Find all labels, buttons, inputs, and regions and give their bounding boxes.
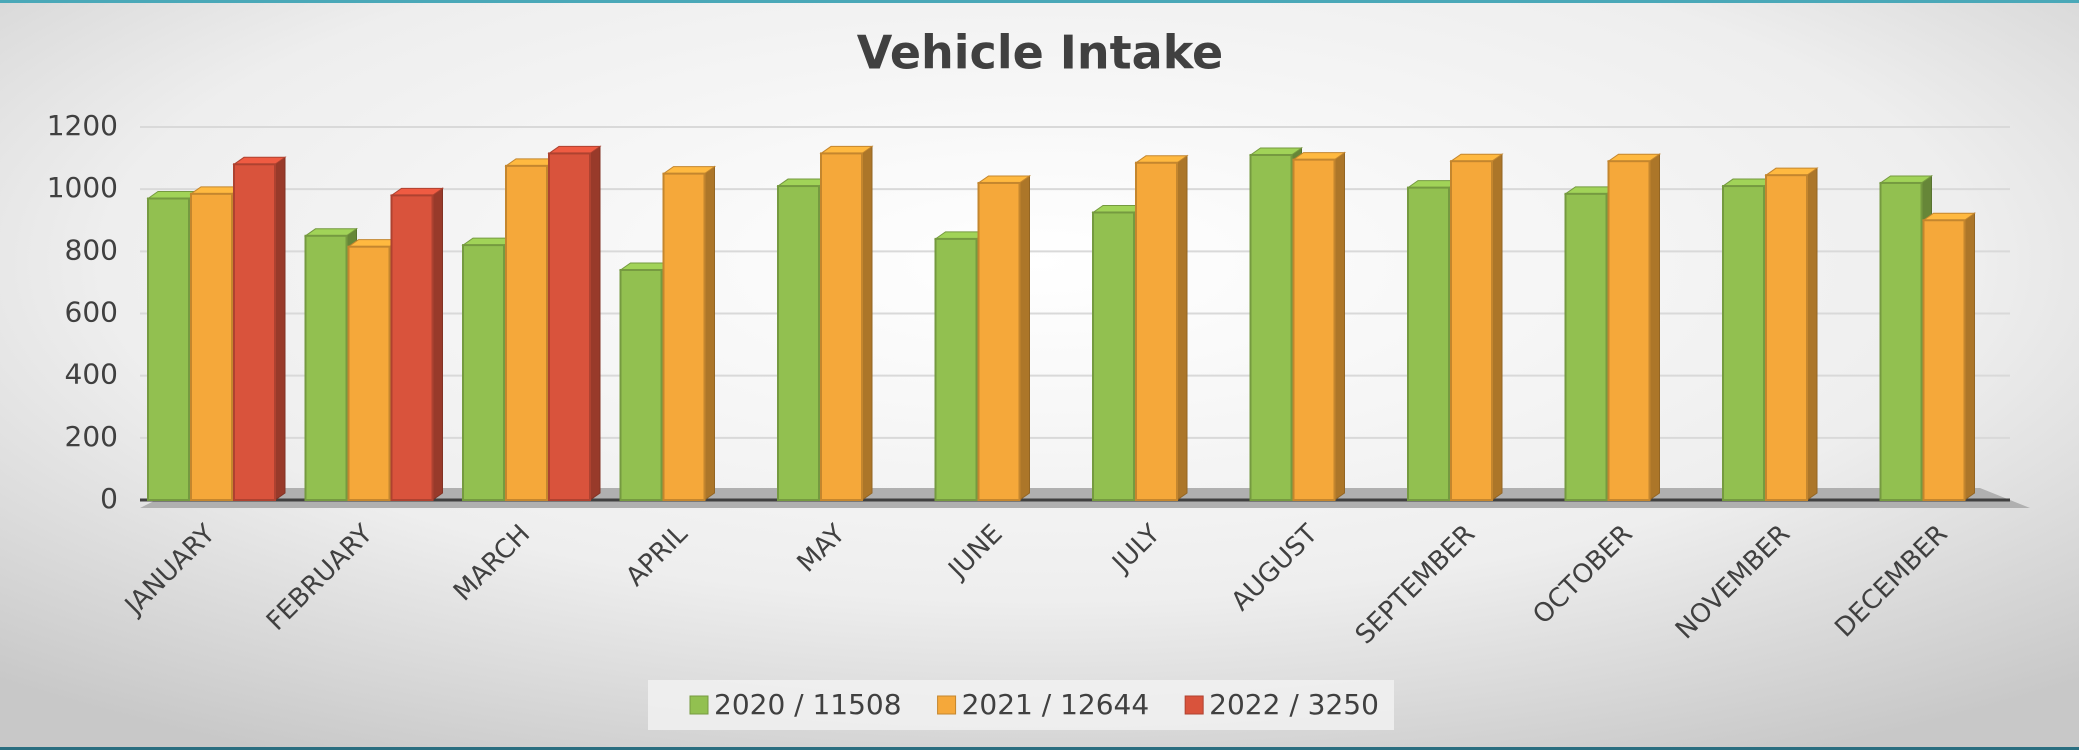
- bar: [1607, 160, 1651, 501]
- bar: [1092, 211, 1135, 502]
- bar-top: [389, 187, 445, 196]
- bar-side: [589, 145, 601, 501]
- legend-swatch: [937, 695, 957, 715]
- y-tick-label: 200: [65, 420, 118, 453]
- bar-top: [1134, 155, 1189, 164]
- legend-swatch: [1184, 695, 1204, 715]
- bar: [390, 194, 434, 501]
- bar-top: [1449, 153, 1504, 162]
- bar: [347, 245, 391, 501]
- bar-side: [1019, 174, 1030, 501]
- bar-side: [861, 145, 873, 501]
- bar-top: [1248, 147, 1304, 156]
- bar: [934, 237, 978, 501]
- y-tick-label: 400: [65, 358, 118, 391]
- bar-top: [819, 145, 874, 154]
- bar: [977, 181, 1021, 501]
- bottom-border: [0, 747, 2079, 750]
- bar: [233, 163, 276, 502]
- bar: [1765, 174, 1808, 501]
- top-border: [0, 0, 2079, 3]
- bar-top: [303, 228, 359, 237]
- bar-top: [232, 156, 287, 165]
- bar: [548, 152, 591, 501]
- bar: [304, 234, 348, 502]
- y-tick-label: 0: [100, 482, 118, 515]
- bar-side: [1649, 153, 1660, 501]
- bar-top: [661, 166, 717, 175]
- chart-title: Vehicle Intake: [857, 26, 1224, 80]
- bar: [1450, 160, 1493, 501]
- bar-top: [1291, 152, 1347, 161]
- legend-label: 2022 / 3250: [1209, 688, 1379, 721]
- bar-side: [1334, 151, 1345, 501]
- bar: [147, 197, 190, 501]
- floor: [140, 488, 2030, 508]
- bar: [1879, 181, 1923, 501]
- bar: [777, 185, 820, 502]
- legend-label: 2021 / 12644: [962, 688, 1150, 721]
- bar: [190, 192, 233, 501]
- y-tick-label: 800: [65, 233, 118, 266]
- y-tick-label: 600: [65, 296, 118, 329]
- bar: [1135, 161, 1178, 502]
- bar: [1249, 153, 1293, 501]
- bar: [462, 244, 505, 501]
- bar-side: [1964, 212, 1975, 501]
- bar-top: [1764, 167, 1819, 176]
- y-tick-label: 1200: [47, 109, 118, 142]
- bar: [505, 164, 548, 502]
- bar: [619, 268, 663, 501]
- legend-box: [648, 680, 1394, 730]
- bar-side: [1806, 167, 1818, 501]
- bar-top: [1606, 153, 1662, 162]
- bar: [1722, 185, 1765, 502]
- bar-top: [976, 175, 1032, 184]
- bar-side: [704, 165, 715, 501]
- bar: [1564, 192, 1608, 501]
- bar: [1292, 158, 1336, 501]
- bar-top: [1878, 175, 1934, 184]
- legend-label: 2020 / 11508: [714, 688, 902, 721]
- bar-top: [547, 145, 602, 154]
- bar: [662, 172, 706, 501]
- bar-side: [432, 187, 443, 501]
- y-tick-label: 1000: [47, 171, 118, 204]
- bar-side: [1176, 154, 1188, 501]
- bar: [1922, 219, 1966, 501]
- bar: [820, 152, 863, 501]
- bar-top: [1921, 212, 1977, 221]
- bar-side: [274, 156, 286, 501]
- legend-swatch: [689, 695, 709, 715]
- bar-side: [1491, 153, 1503, 501]
- bar: [1407, 186, 1450, 502]
